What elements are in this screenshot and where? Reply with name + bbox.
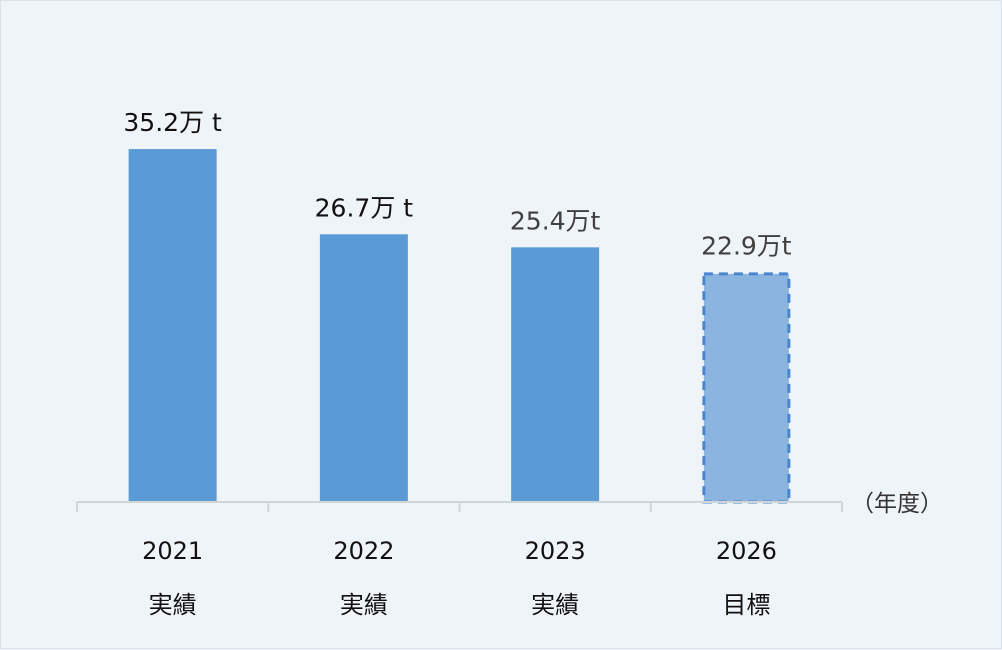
x-tick-sublabel-2023: 実績 (531, 591, 579, 619)
bar-2022 (319, 234, 408, 502)
x-tick-sublabel-2021: 実績 (149, 591, 197, 619)
x-tick-label-2023: 2023 (525, 537, 586, 565)
value-label-2021: 35.2万 t (123, 108, 222, 137)
x-tick-label-2026: 2026 (716, 537, 777, 565)
bar-2026 (702, 272, 791, 504)
x-axis-ticks (76, 502, 843, 512)
bars (128, 149, 791, 504)
x-tick-labels: 2021 実績 2022 実績 2023 実績 2026 目標 (142, 537, 777, 619)
value-labels: 35.2万 t 26.7万 t 25.4万t 22.9万t (123, 108, 791, 260)
bar-2023 (511, 247, 600, 502)
value-label-2022: 26.7万 t (315, 193, 414, 222)
value-label-2026: 22.9万t (701, 231, 792, 260)
x-tick-label-2021: 2021 (142, 537, 203, 565)
x-axis-unit-label: （年度） (851, 491, 943, 517)
x-tick-sublabel-2022: 実績 (340, 591, 388, 619)
bar-2021 (128, 149, 217, 503)
x-tick-label-2022: 2022 (333, 537, 394, 565)
x-tick-sublabel-2026: 目標 (722, 591, 770, 619)
value-label-2023: 25.4万t (510, 206, 601, 235)
